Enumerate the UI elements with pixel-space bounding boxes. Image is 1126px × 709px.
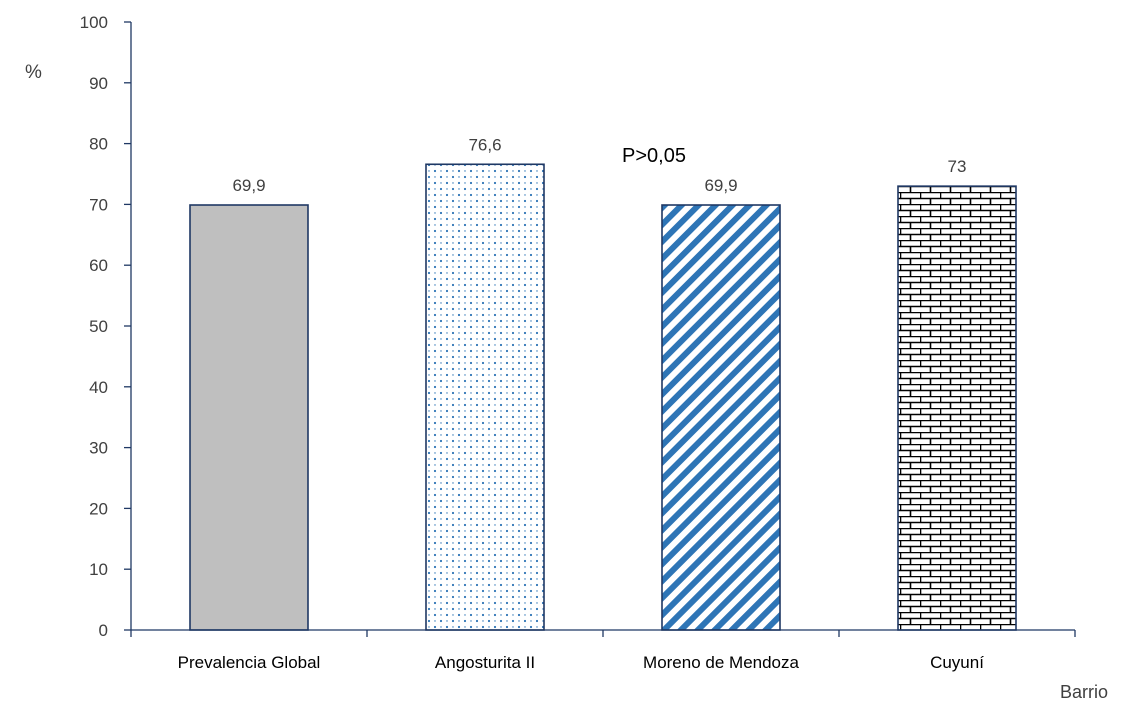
data-labels-group: 69,9 76,6 69,9 73	[232, 135, 966, 195]
data-label: 69,9	[704, 176, 737, 195]
p-value-annotation: P>0,05	[622, 145, 686, 167]
bar-moreno-de-mendoza	[661, 204, 781, 631]
bars-group	[189, 163, 1017, 631]
y-tick-label: 20	[89, 499, 108, 518]
y-axis-label: %	[25, 62, 42, 83]
y-tick-label: 90	[89, 74, 108, 93]
data-label: 76,6	[468, 135, 501, 154]
y-tick-label: 0	[99, 621, 108, 640]
x-tick-label: Cuyuní	[930, 653, 984, 672]
y-tick-label: 30	[89, 439, 108, 458]
bar-prevalencia-global	[189, 204, 309, 631]
bar-angosturita-ii	[425, 163, 545, 631]
x-axis-label: Barrio	[1060, 682, 1108, 702]
y-tick-label: 60	[89, 256, 108, 275]
data-label: 69,9	[232, 176, 265, 195]
y-tick-label: 80	[89, 135, 108, 154]
x-axis-tick-labels: Prevalencia Global Angosturita II Moreno d…	[178, 653, 985, 672]
x-tick-label: Angosturita II	[435, 653, 535, 672]
bar-cuyun-	[897, 185, 1017, 631]
data-label: 73	[948, 157, 967, 176]
x-tick-label: Moreno de Mendoza	[643, 653, 799, 672]
y-axis-ticks: 0 10 20 30 40 50 60 70 80 90 100	[80, 13, 1076, 640]
y-tick-label: 50	[89, 317, 108, 336]
x-tick-label: Prevalencia Global	[178, 653, 321, 672]
y-tick-label: 70	[89, 195, 108, 214]
y-tick-label: 10	[89, 560, 108, 579]
y-tick-label: 40	[89, 378, 108, 397]
y-tick-label: 100	[80, 13, 108, 32]
